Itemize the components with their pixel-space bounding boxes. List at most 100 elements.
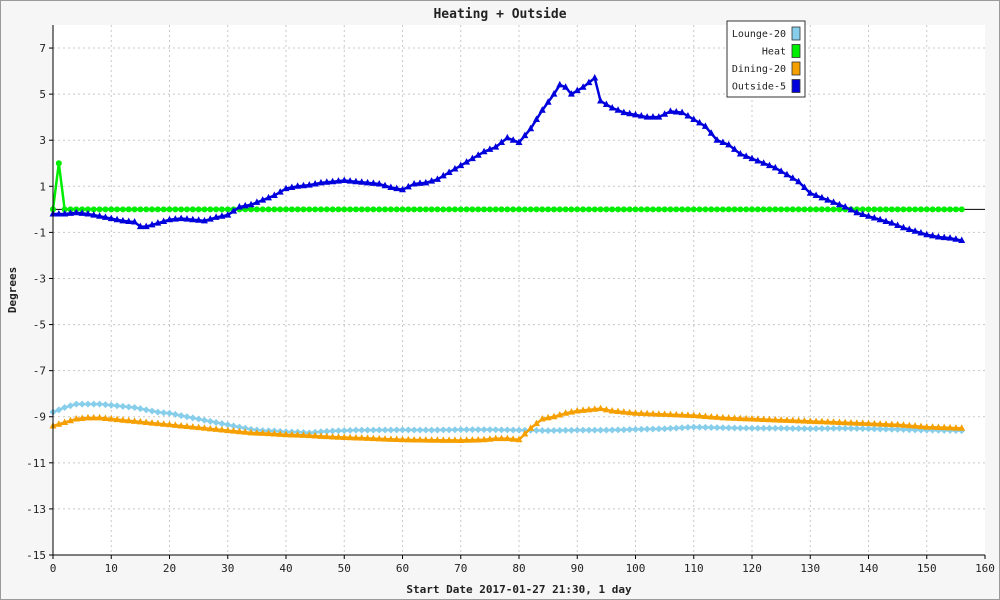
point-marker — [411, 206, 418, 213]
point-marker — [346, 426, 354, 434]
point-marker — [451, 426, 459, 434]
point-marker — [498, 138, 506, 146]
point-marker — [719, 413, 727, 421]
point-marker — [480, 147, 488, 155]
point-marker — [206, 215, 214, 222]
x-tick-label: 130 — [800, 562, 820, 575]
series-layer — [49, 74, 966, 443]
point-marker — [574, 206, 581, 213]
point-marker — [510, 206, 517, 213]
point-marker — [882, 425, 890, 433]
point-marker — [317, 432, 325, 439]
point-marker — [923, 206, 930, 213]
point-marker — [579, 406, 587, 413]
point-marker — [253, 198, 261, 205]
point-marker — [795, 206, 802, 213]
point-marker — [707, 412, 715, 420]
point-marker — [329, 177, 337, 185]
point-marker — [678, 108, 686, 116]
point-marker — [107, 214, 115, 222]
point-marker — [428, 426, 436, 434]
point-marker — [166, 409, 173, 417]
point-marker — [136, 222, 144, 230]
point-marker — [684, 411, 692, 418]
point-marker — [125, 403, 133, 411]
x-tick-label: 150 — [917, 562, 937, 575]
point-marker — [853, 425, 861, 433]
point-marker — [952, 206, 959, 213]
point-marker — [946, 234, 954, 241]
point-marker — [573, 86, 581, 94]
point-marker — [107, 401, 115, 409]
point-marker — [678, 424, 686, 432]
point-marker — [585, 426, 593, 434]
point-marker — [270, 191, 278, 199]
point-marker — [841, 418, 849, 426]
point-marker — [923, 423, 931, 430]
point-marker — [503, 434, 511, 442]
point-marker — [265, 193, 273, 201]
point-marker — [288, 183, 296, 190]
point-marker — [725, 414, 733, 421]
point-marker — [474, 435, 482, 443]
point-marker — [364, 426, 372, 434]
point-marker — [131, 206, 138, 213]
point-marker — [323, 206, 330, 213]
point-marker — [440, 206, 447, 213]
point-marker — [358, 206, 365, 213]
point-marker — [247, 200, 255, 208]
point-marker — [247, 428, 255, 436]
point-marker — [917, 228, 925, 236]
point-marker — [486, 426, 494, 434]
point-marker — [451, 436, 459, 443]
point-marker — [731, 145, 739, 152]
y-tick-label: -5 — [33, 319, 46, 332]
point-marker — [131, 404, 139, 412]
point-marker — [154, 419, 162, 427]
point-marker — [439, 171, 447, 179]
point-marker — [200, 424, 208, 431]
point-marker — [213, 206, 220, 213]
point-marker — [754, 156, 762, 164]
point-marker — [591, 405, 599, 412]
x-tick-label: 0 — [50, 562, 57, 575]
point-marker — [422, 436, 430, 443]
point-marker — [306, 206, 313, 213]
point-marker — [346, 433, 354, 441]
point-marker — [917, 206, 924, 213]
point-marker — [567, 426, 575, 434]
point-marker — [469, 206, 476, 213]
chart-title: Heating + Outside — [433, 7, 566, 22]
point-marker — [789, 424, 797, 432]
point-marker — [393, 184, 401, 192]
point-marker — [812, 191, 820, 199]
point-marker — [376, 206, 383, 213]
point-marker — [224, 206, 231, 213]
point-marker — [177, 412, 185, 420]
point-marker — [812, 425, 820, 433]
point-marker — [521, 131, 529, 139]
point-marker — [777, 167, 785, 174]
point-marker — [905, 225, 913, 233]
point-marker — [696, 423, 704, 431]
y-tick-label: 7 — [39, 42, 46, 55]
point-marker — [463, 158, 471, 165]
legend-label: Lounge-20 — [732, 29, 786, 40]
point-marker — [719, 206, 726, 213]
point-marker — [404, 435, 412, 443]
point-marker — [352, 433, 360, 441]
point-marker — [632, 110, 639, 118]
point-marker — [737, 206, 744, 213]
point-marker — [79, 206, 86, 213]
point-marker — [771, 163, 779, 171]
point-marker — [446, 206, 453, 213]
point-marker — [259, 206, 266, 213]
point-marker — [701, 122, 709, 129]
point-marker — [66, 402, 74, 410]
point-marker — [562, 426, 570, 434]
point-marker — [114, 206, 121, 213]
point-marker — [666, 410, 674, 418]
point-marker — [515, 426, 523, 434]
point-marker — [626, 206, 633, 213]
point-marker — [655, 206, 662, 213]
